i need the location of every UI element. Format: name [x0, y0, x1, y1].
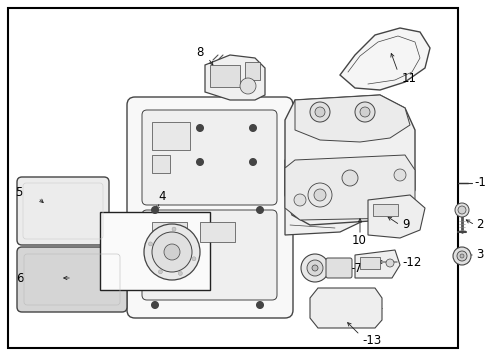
Circle shape [144, 224, 200, 280]
Text: 2: 2 [476, 217, 484, 230]
Circle shape [360, 107, 370, 117]
Polygon shape [295, 95, 410, 142]
Circle shape [192, 257, 196, 261]
Circle shape [455, 203, 469, 217]
Circle shape [256, 207, 264, 213]
Text: 9: 9 [402, 217, 410, 230]
Circle shape [458, 206, 466, 214]
Polygon shape [340, 28, 430, 90]
Circle shape [256, 302, 264, 309]
Circle shape [355, 102, 375, 122]
FancyBboxPatch shape [142, 110, 277, 205]
Circle shape [151, 207, 158, 213]
Circle shape [310, 102, 330, 122]
Circle shape [178, 271, 182, 275]
Bar [210, 65, 240, 87]
Text: 3: 3 [476, 248, 483, 261]
Bar [360, 257, 380, 269]
Circle shape [148, 242, 152, 246]
Circle shape [394, 169, 406, 181]
Circle shape [151, 302, 158, 309]
Circle shape [386, 259, 394, 267]
FancyBboxPatch shape [17, 177, 109, 245]
Circle shape [312, 265, 318, 271]
Text: 10: 10 [352, 234, 367, 247]
Polygon shape [310, 288, 382, 328]
Circle shape [196, 158, 203, 166]
Polygon shape [205, 55, 265, 100]
Bar [152, 248, 187, 268]
Bar [373, 204, 398, 216]
Polygon shape [368, 195, 425, 238]
Circle shape [164, 244, 180, 260]
Circle shape [301, 254, 329, 282]
Bar [152, 222, 187, 242]
Text: 4: 4 [158, 190, 166, 203]
Circle shape [240, 78, 256, 94]
Bar [245, 62, 260, 80]
Text: -7: -7 [350, 261, 362, 274]
Circle shape [314, 189, 326, 201]
Circle shape [457, 251, 467, 261]
Circle shape [294, 194, 306, 206]
Bar [200, 222, 235, 242]
Circle shape [152, 232, 192, 272]
Circle shape [460, 254, 464, 258]
Polygon shape [285, 155, 415, 220]
Text: -1: -1 [474, 176, 486, 189]
Text: -12: -12 [402, 256, 421, 269]
Circle shape [249, 125, 256, 131]
FancyBboxPatch shape [326, 258, 352, 278]
Polygon shape [285, 145, 365, 235]
Bar [152, 122, 190, 150]
Bar [100, 212, 210, 290]
Circle shape [172, 227, 176, 231]
Circle shape [158, 270, 162, 274]
Bar [152, 155, 170, 173]
FancyBboxPatch shape [142, 210, 277, 300]
Polygon shape [285, 95, 415, 225]
Circle shape [453, 247, 471, 265]
Bar [328, 260, 350, 276]
FancyBboxPatch shape [127, 97, 293, 318]
FancyBboxPatch shape [17, 247, 127, 312]
Circle shape [307, 260, 323, 276]
Circle shape [342, 170, 358, 186]
Polygon shape [355, 250, 400, 278]
Circle shape [308, 183, 332, 207]
Text: 5: 5 [15, 185, 23, 198]
Text: 11: 11 [402, 72, 417, 85]
Text: -13: -13 [362, 333, 381, 346]
Circle shape [196, 125, 203, 131]
Text: 6: 6 [16, 271, 24, 284]
Text: 8: 8 [196, 45, 203, 58]
Circle shape [315, 107, 325, 117]
Circle shape [249, 158, 256, 166]
